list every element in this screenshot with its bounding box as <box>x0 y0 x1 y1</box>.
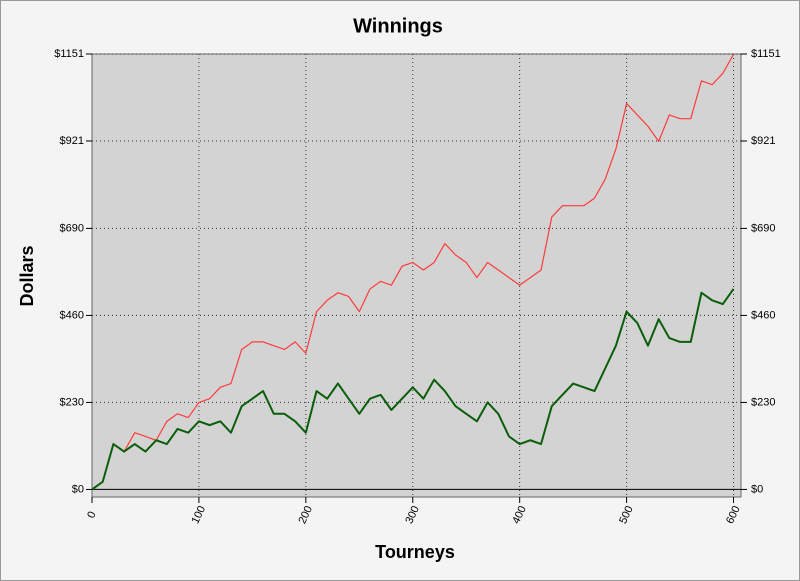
y-tick-label: $690 <box>60 222 84 234</box>
y2-tick-label: $460 <box>751 309 775 321</box>
y2-tick-label: $230 <box>751 396 775 408</box>
y-tick-label: $230 <box>60 396 84 408</box>
y-tick-label: $460 <box>60 309 84 321</box>
y2-tick-label: $690 <box>751 222 775 234</box>
x-tick-label: 0 <box>85 510 98 521</box>
y-tick-label: $921 <box>60 135 84 147</box>
y2-tick-label: $921 <box>751 135 775 147</box>
y2-tick-label: $1151 <box>751 48 781 60</box>
y-tick-label: $0 <box>72 483 84 495</box>
x-axis-title: Tourneys <box>375 542 455 562</box>
y-axis-title: Dollars <box>17 245 37 306</box>
chart-title: Winnings <box>353 15 443 37</box>
y-tick-label: $1151 <box>54 48 84 60</box>
y2-tick-label: $0 <box>751 483 763 495</box>
series-line <box>91 54 735 490</box>
series-line <box>91 288 735 491</box>
plot-area <box>91 53 742 498</box>
